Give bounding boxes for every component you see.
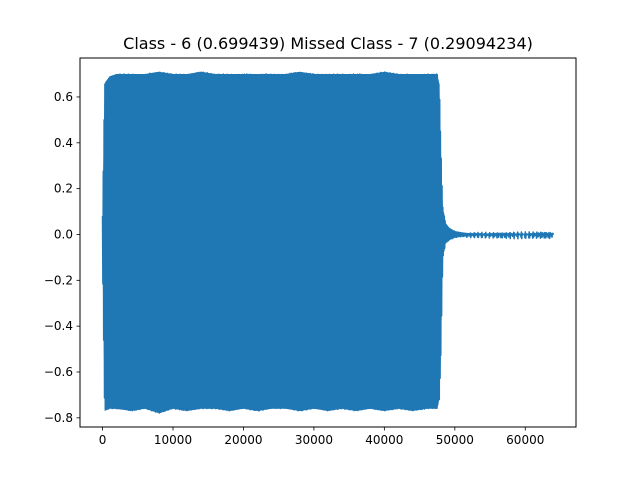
y-tick-label: −0.2: [44, 273, 73, 287]
x-tick-label: 40000: [365, 433, 403, 447]
series-0-line: [101, 71, 554, 414]
y-tick-label: −0.4: [44, 319, 73, 333]
x-tick-label: 0: [99, 433, 107, 447]
x-tick-label: 30000: [295, 433, 333, 447]
y-tick-label: 0.4: [54, 136, 73, 150]
y-tick-label: −0.8: [44, 411, 73, 425]
y-tick-label: 0.2: [54, 182, 73, 196]
x-tick-label: 20000: [224, 433, 262, 447]
y-tick-label: −0.6: [44, 365, 73, 379]
x-tick-label: 60000: [506, 433, 544, 447]
x-axis: 0 10000 20000 30000 40000 50000 60000: [99, 427, 544, 447]
y-axis: −0.8 −0.6 −0.4 −0.2 0.0 0.2 0.4 0.6: [44, 90, 80, 425]
y-tick-label: 0.0: [54, 227, 73, 241]
x-tick-label: 50000: [436, 433, 474, 447]
x-tick-label: 10000: [154, 433, 192, 447]
series-layer: [101, 71, 554, 414]
plot-area: 0 10000 20000 30000 40000 50000 60000 −0.8 −0.6…: [44, 57, 577, 447]
chart-title: Class - 6 (0.699439) Missed Class - 7 (0…: [123, 34, 533, 53]
plot-frame: [79, 57, 577, 428]
y-tick-label: 0.6: [54, 90, 73, 104]
